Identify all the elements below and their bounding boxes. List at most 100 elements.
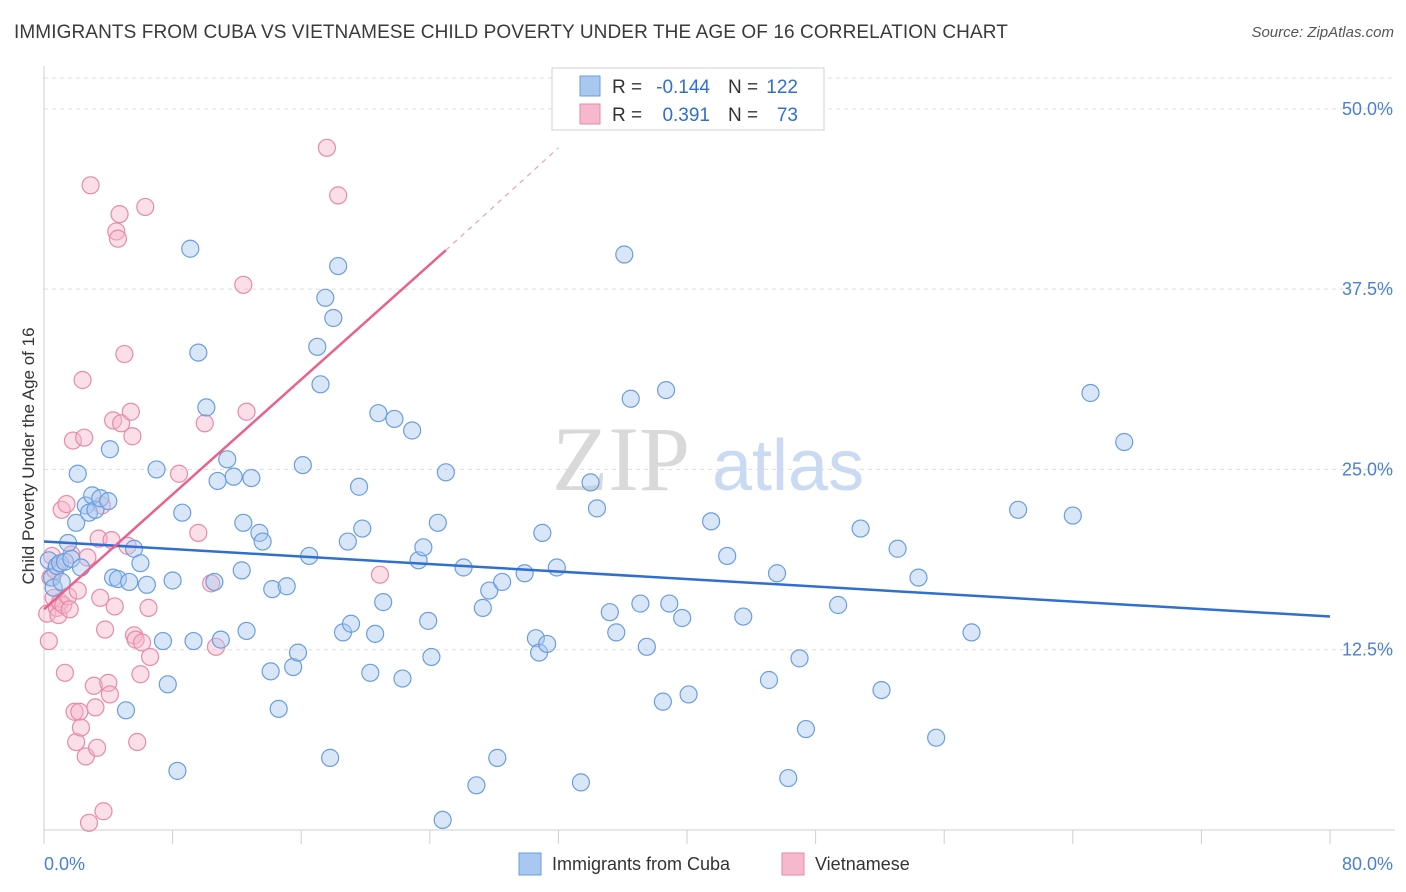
cuba-point (86, 500, 105, 519)
cuba-point (571, 773, 591, 792)
cuba-point (341, 614, 361, 633)
cuba-point (538, 634, 557, 654)
trend-layer (43, 147, 1331, 618)
cuba-point (767, 564, 787, 583)
cuba-point (137, 575, 156, 594)
cuba-points (39, 239, 1134, 830)
vietnamese-point (75, 428, 94, 447)
cuba-point (71, 558, 91, 577)
cuba-point (419, 611, 438, 630)
cuba-point (615, 245, 634, 264)
cuba-point (316, 288, 335, 307)
cuba-point (393, 669, 412, 688)
cuba-point (308, 337, 327, 356)
cuba-point (493, 572, 512, 592)
cuba-point (909, 568, 928, 587)
cuba-point (263, 580, 282, 599)
cuba-point (829, 595, 848, 615)
stats-n-viet: 73 (777, 105, 798, 126)
vietnamese-point (115, 344, 134, 364)
cuba-point (473, 598, 492, 617)
cuba-point (116, 701, 136, 720)
cuba-point (68, 464, 87, 483)
cuba-point (480, 581, 499, 600)
vietnamese-point (110, 205, 129, 224)
x-tick-label: 0.0% (44, 854, 85, 874)
vietnamese-point (71, 718, 91, 737)
stats-r-label-cuba: R = (612, 77, 642, 98)
stats-r-viet: 0.391 (662, 105, 710, 126)
cuba-point (189, 343, 208, 362)
cuba-point (293, 455, 312, 475)
cuba-point (131, 554, 150, 573)
vietnamese-point (67, 732, 86, 752)
cuba-point (422, 647, 441, 667)
vietnamese-point (107, 222, 126, 241)
cuba-point (168, 761, 187, 780)
vietnamese-point (78, 548, 97, 567)
legend-swatch-cuba (518, 852, 542, 876)
x-tick-label: 80.0% (1342, 854, 1393, 874)
vietnamese-point (81, 176, 100, 195)
cuba-point (759, 670, 779, 690)
vietnamese-point (329, 186, 348, 205)
stats-n-cuba: 122 (766, 77, 798, 98)
vietnamese-point (108, 229, 128, 248)
legend-label-cuba: Immigrants from Cuba (552, 854, 731, 874)
cuba-point (153, 631, 173, 651)
vietnamese-point (63, 431, 83, 450)
y-tick-label: 50.0% (1342, 99, 1393, 119)
cuba-point (369, 404, 388, 423)
legend-label-viet: Vietnamese (815, 854, 910, 874)
cuba-point (851, 519, 870, 538)
vietnamese-point (139, 598, 158, 617)
cuba-point (108, 569, 128, 589)
cuba-point (208, 471, 227, 491)
cuba-point (52, 572, 71, 592)
vietnamese-point (55, 663, 74, 682)
cuba-point (734, 607, 753, 626)
vietnamese-point (123, 427, 142, 446)
cuba-point (653, 692, 672, 711)
vietnamese-points (38, 138, 390, 832)
cuba-point (433, 810, 452, 830)
vietnamese-point (105, 597, 124, 616)
cuba-point (385, 409, 404, 429)
cuba-point (361, 663, 380, 682)
cuba-point (1063, 506, 1082, 525)
cuba-point (329, 256, 348, 276)
cuba-point (581, 473, 600, 492)
cuba-point (277, 577, 296, 596)
vietnamese-point (132, 633, 152, 652)
stats-r-cuba: -0.144 (656, 77, 710, 98)
vietnamese-point (65, 702, 84, 721)
stats-box: R = -0.144 N = 122 R = 0.391 N = 73 (551, 67, 825, 131)
cuba-point (962, 623, 981, 642)
cuba-point (120, 572, 139, 592)
cuba-point (99, 492, 118, 511)
cuba-point (269, 699, 288, 718)
stats-n-label-cuba: N = (728, 77, 758, 98)
cuba-point (349, 477, 369, 496)
watermark-zip: ZIP (552, 408, 690, 510)
cuba-point (163, 571, 182, 590)
vietnamese-point (237, 402, 256, 421)
cuba-point (547, 558, 566, 577)
cuba-point (253, 532, 272, 551)
cuba-point (888, 539, 907, 558)
cuba-point (515, 564, 534, 583)
cuba-point (197, 398, 216, 417)
cuba-point (284, 657, 303, 677)
vietnamese-point (140, 647, 160, 667)
cuba-point (147, 460, 166, 479)
vietnamese-point (189, 523, 208, 542)
cuba-point (679, 685, 698, 704)
cuba-point (184, 631, 203, 651)
cuba-point (1009, 500, 1028, 519)
cuba-point (234, 513, 253, 532)
vietnamese-point (57, 494, 76, 514)
cuba-point (526, 629, 545, 648)
vietnamese-point (49, 605, 68, 625)
cuba-point (205, 572, 224, 592)
